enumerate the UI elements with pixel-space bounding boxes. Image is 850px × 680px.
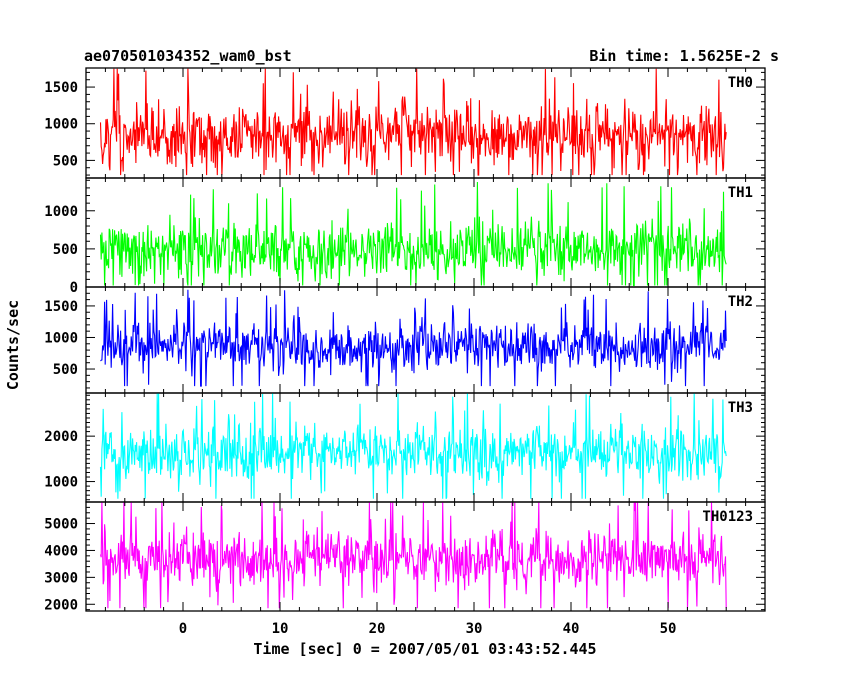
y-tick-label: 1500 <box>44 299 78 315</box>
x-tick-label: 40 <box>563 621 580 637</box>
panel-stack: 500 1000 1500 TH0 0 500 1000 TH1 500 1000 1500 TH2 1… <box>44 67 766 613</box>
x-tick-label: 0 <box>179 621 187 637</box>
y-tick-label: 3000 <box>44 570 78 586</box>
x-axis-label: Time [sec] 0 = 2007/05/01 03:43:52.445 <box>253 640 596 658</box>
panel-th1: 0 500 1000 TH1 <box>44 177 766 296</box>
x-tick-label: 20 <box>369 621 386 637</box>
panel-th3: 1000 2000 TH3 <box>44 392 766 503</box>
y-tick-label: 2000 <box>44 429 78 445</box>
trace-th0123 <box>99 501 727 609</box>
panel-label: TH0123 <box>702 509 753 525</box>
panel-th0123: 2000 3000 4000 5000 TH0123 <box>44 501 766 613</box>
y-tick-label: 5000 <box>44 517 78 533</box>
panel-th0: 500 1000 1500 TH0 <box>44 67 766 179</box>
y-tick-label: 1000 <box>44 475 78 491</box>
y-tick-label: 1000 <box>44 330 78 346</box>
y-tick-label: 500 <box>53 242 78 258</box>
y-tick-label: 500 <box>53 153 78 169</box>
panel-label: TH1 <box>728 185 753 201</box>
y-tick-label: 1000 <box>44 117 78 133</box>
panel-frame <box>85 501 766 612</box>
panel-label: TH0 <box>728 75 753 91</box>
panel-label: TH3 <box>728 400 753 416</box>
panel-th2: 500 1000 1500 TH2 <box>44 286 766 394</box>
y-tick-label: 1000 <box>44 204 78 220</box>
figure-title-right: Bin time: 1.5625E-2 s <box>589 47 779 65</box>
x-tick-label: 10 <box>272 621 289 637</box>
y-axis-label: Counts/sec <box>4 300 22 390</box>
x-tick-labels: 0 10 20 30 40 50 <box>179 621 677 637</box>
y-tick-label: 1500 <box>44 80 78 96</box>
y-tick-label: 2000 <box>44 597 78 613</box>
trace-th0 <box>99 68 727 176</box>
y-tick-label: 0 <box>70 280 78 296</box>
x-tick-label: 30 <box>466 621 483 637</box>
x-tick-label: 50 <box>660 621 677 637</box>
trace-th1 <box>99 181 727 287</box>
trace-th3 <box>99 393 727 500</box>
trace-th2 <box>100 289 727 387</box>
y-tick-label: 4000 <box>44 543 78 559</box>
y-tick-label: 500 <box>53 362 78 378</box>
panel-label: TH2 <box>728 294 753 310</box>
figure-title-left: ae070501034352_wam0_bst <box>84 47 292 65</box>
